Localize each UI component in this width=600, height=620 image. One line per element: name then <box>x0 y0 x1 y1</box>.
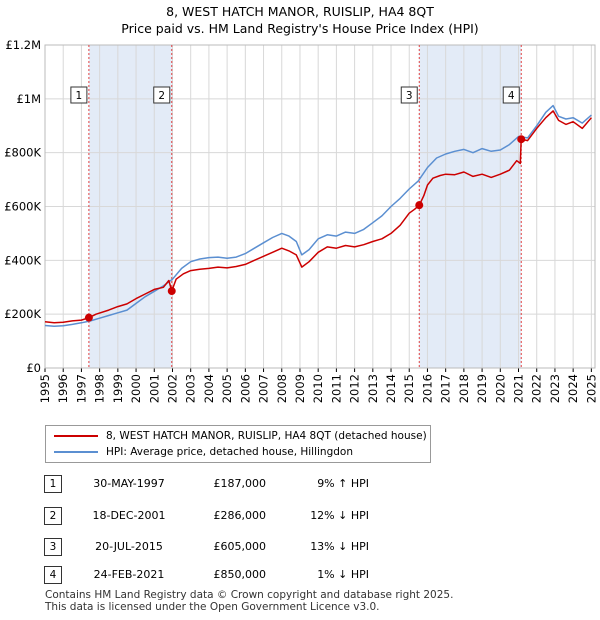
transaction-hpi-diff: 9% ↑ HPI <box>317 477 369 490</box>
x-tick-label: 2007 <box>257 374 271 403</box>
transaction-date: 30-MAY-1997 <box>93 477 165 490</box>
x-tick-label: 1997 <box>74 374 88 403</box>
transaction-number: 4 <box>44 566 62 584</box>
y-tick-label: £0 <box>26 361 41 375</box>
x-tick-label: 2013 <box>366 374 380 403</box>
x-tick-label: 2002 <box>165 374 179 403</box>
x-tick-label: 2021 <box>512 374 526 403</box>
transaction-marker-box <box>153 86 171 104</box>
x-tick-label: 2000 <box>129 374 143 403</box>
x-tick-label: 2015 <box>402 374 416 403</box>
x-tick-label: 2006 <box>238 374 252 403</box>
transaction-price: £187,000 <box>213 477 267 490</box>
y-tick-label: £1M <box>16 92 41 106</box>
price-chart: 1 2 3 4 £0 £200K £400K £600K £800K £1M £1.2M 1995… <box>4 38 598 403</box>
x-tick-label: 1996 <box>56 374 70 403</box>
legend-item-hpi: HPI: Average price, detached house, Hill… <box>54 445 353 459</box>
transaction-date: 20-JUL-2015 <box>95 540 163 553</box>
y-tick-label: £400K <box>4 253 41 267</box>
x-tick-label: 2020 <box>493 374 507 403</box>
x-tick-label: 2001 <box>147 374 161 403</box>
transaction-marker-label: 2 <box>158 90 165 102</box>
transaction-point <box>84 313 93 322</box>
x-tick-label: 2014 <box>384 374 398 403</box>
transaction-marker-box <box>400 86 418 104</box>
transaction-marker-box <box>70 86 88 104</box>
x-tick-label: 2005 <box>220 374 234 403</box>
y-tick-label: £800K <box>4 146 41 160</box>
x-tick-label: 2003 <box>184 374 198 403</box>
legend-swatch-property <box>54 435 98 437</box>
transaction-point <box>415 201 424 210</box>
x-tick-label: 2024 <box>566 374 580 403</box>
transaction-hpi-diff: 1% ↓ HPI <box>317 568 369 581</box>
x-tick-label: 2011 <box>329 374 343 403</box>
transaction-point <box>167 287 176 296</box>
x-tick-label: 2012 <box>348 374 362 403</box>
x-tick-label: 2023 <box>548 374 562 403</box>
transaction-point <box>517 135 526 144</box>
x-tick-label: 2008 <box>275 374 289 403</box>
transaction-number: 2 <box>44 507 62 525</box>
x-tick-label: 2016 <box>420 374 434 403</box>
legend-label-property: 8, WEST HATCH MANOR, RUISLIP, HA4 8QT (d… <box>106 430 427 442</box>
series-line-hpi <box>44 104 592 328</box>
footer-line-copyright: Contains HM Land Registry data © Crown c… <box>45 589 454 601</box>
page-subtitle: Price paid vs. HM Land Registry's House … <box>121 21 479 36</box>
transaction-price: £605,000 <box>213 540 267 553</box>
transaction-price: £286,000 <box>213 509 267 522</box>
x-tick-label: 1998 <box>93 374 107 403</box>
legend-label-hpi: HPI: Average price, detached house, Hill… <box>106 446 353 458</box>
transaction-hpi-diff: 12% ↓ HPI <box>310 509 369 522</box>
x-tick-label: 2017 <box>439 374 453 403</box>
transaction-marker-label: 3 <box>406 90 413 102</box>
transaction-marker-box <box>502 86 520 104</box>
transaction-date: 18-DEC-2001 <box>92 509 166 522</box>
transaction-number: 1 <box>44 475 62 493</box>
x-tick-label: 2004 <box>202 374 216 403</box>
y-tick-label: £1.2M <box>5 38 41 52</box>
x-tick-label: 2025 <box>584 374 598 403</box>
transaction-number: 3 <box>44 538 62 556</box>
legend-swatch-hpi <box>54 451 98 453</box>
chart-legend: 8, WEST HATCH MANOR, RUISLIP, HA4 8QT (d… <box>45 425 431 463</box>
x-tick-label: 2010 <box>311 374 325 403</box>
x-tick-label: 2018 <box>457 374 471 403</box>
x-tick-label: 2022 <box>530 374 544 403</box>
series-line-property <box>44 110 592 324</box>
x-tick-label: 1995 <box>38 374 52 403</box>
x-tick-label: 2019 <box>475 374 489 403</box>
transaction-marker-label: 4 <box>508 90 515 102</box>
transaction-hpi-diff: 13% ↓ HPI <box>310 540 369 553</box>
transaction-price: £850,000 <box>213 568 267 581</box>
x-tick-label: 2009 <box>293 374 307 403</box>
y-tick-label: £600K <box>4 200 41 214</box>
x-tick-label: 1999 <box>111 374 125 403</box>
footer-attribution: Contains HM Land Registry data © Crown c… <box>45 589 453 613</box>
page-title: 8, WEST HATCH MANOR, RUISLIP, HA4 8QT <box>166 4 434 19</box>
plot-frame <box>44 44 596 369</box>
transaction-marker-label: 1 <box>76 90 83 102</box>
y-tick-label: £200K <box>4 307 41 321</box>
legend-item-property: 8, WEST HATCH MANOR, RUISLIP, HA4 8QT (d… <box>54 429 427 443</box>
transaction-date: 24-FEB-2021 <box>93 568 165 581</box>
footer-line-licence: This data is licensed under the Open Gov… <box>45 601 380 613</box>
